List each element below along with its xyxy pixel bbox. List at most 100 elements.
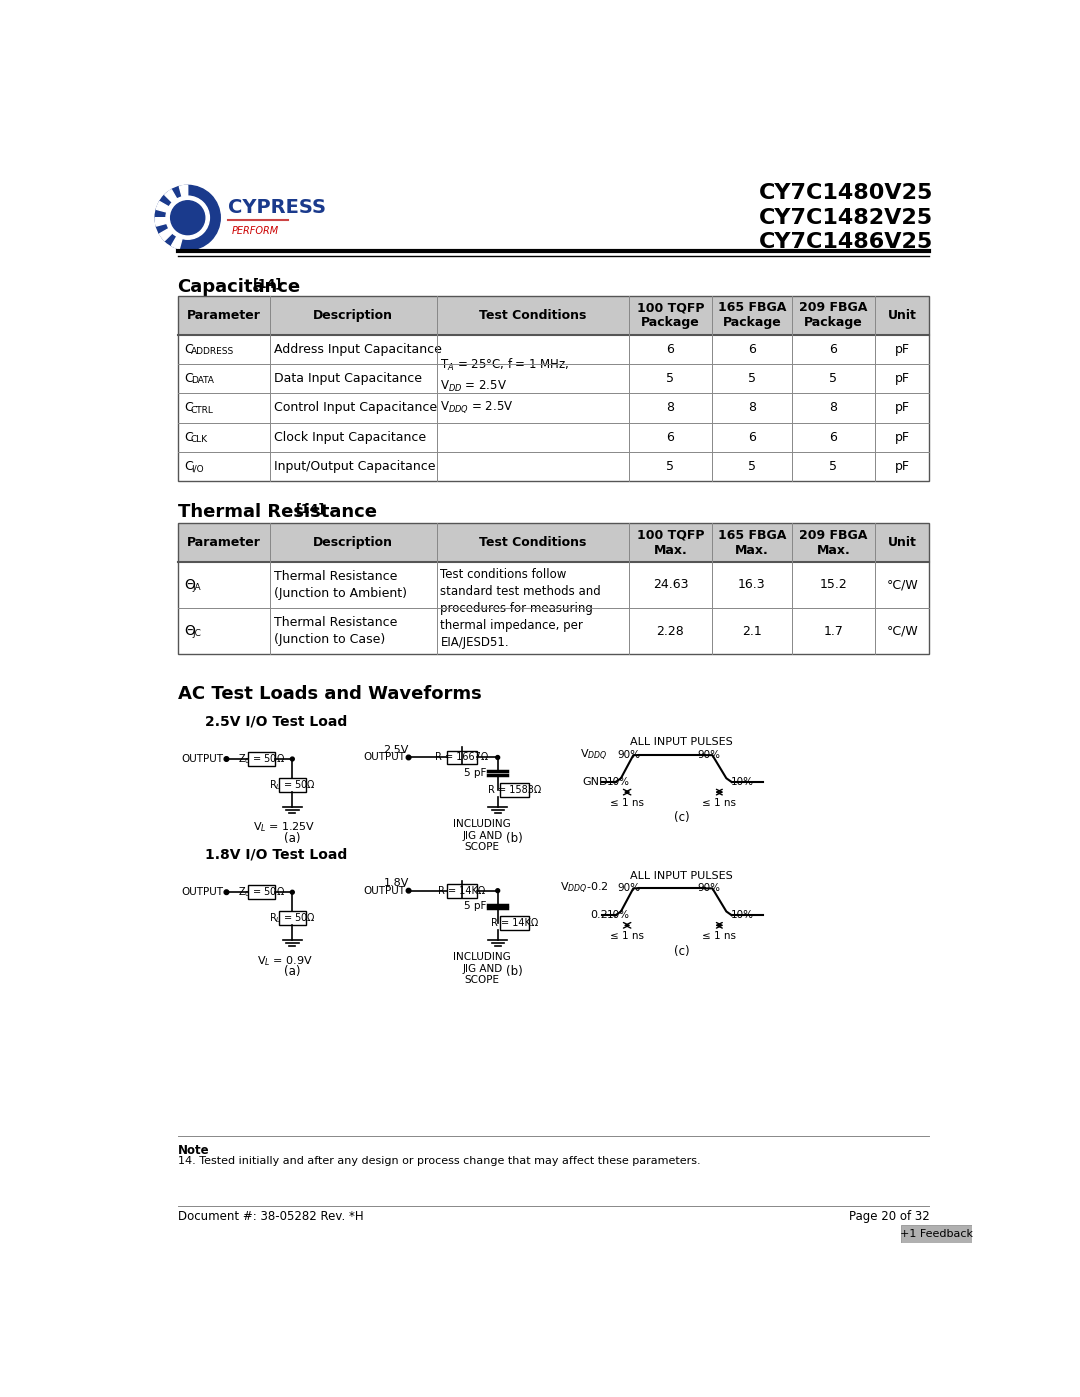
Text: OUTPUT: OUTPUT	[181, 754, 224, 764]
Text: Data Input Capacitance: Data Input Capacitance	[274, 372, 422, 386]
Text: 1.8V I/O Test Load: 1.8V I/O Test Load	[205, 848, 347, 862]
Text: Unit: Unit	[888, 309, 917, 321]
Bar	[279, 778, 306, 792]
Circle shape	[225, 890, 229, 894]
Text: R$_L$ = 50Ω: R$_L$ = 50Ω	[269, 911, 315, 925]
Text: (c): (c)	[674, 944, 689, 957]
Text: 5: 5	[747, 372, 756, 386]
Wedge shape	[156, 218, 188, 226]
Text: ADDRESS: ADDRESS	[191, 348, 234, 356]
Text: C: C	[184, 460, 192, 474]
Text: JA: JA	[192, 583, 201, 592]
Circle shape	[291, 757, 294, 761]
Text: INCLUDING
JIG AND
SCOPE: INCLUDING JIG AND SCOPE	[454, 819, 511, 852]
Text: GND: GND	[582, 777, 608, 787]
Text: 15.2: 15.2	[820, 578, 847, 591]
Text: JC: JC	[192, 629, 201, 638]
Text: R = 1667Ω: R = 1667Ω	[435, 753, 488, 763]
Bar	[177, 524, 930, 654]
Text: R$_L$ = 50Ω: R$_L$ = 50Ω	[269, 778, 315, 792]
Text: C: C	[184, 430, 192, 444]
Text: 14. Tested initially and after any design or process change that may affect thes: 14. Tested initially and after any desig…	[177, 1155, 700, 1165]
Text: ≤ 1 ns: ≤ 1 ns	[610, 930, 644, 940]
Circle shape	[406, 888, 410, 893]
Text: pF: pF	[894, 430, 909, 444]
Text: OUTPUT: OUTPUT	[181, 887, 224, 897]
Text: 16.3: 16.3	[738, 578, 766, 591]
Text: 0.2: 0.2	[590, 911, 608, 921]
Bar	[177, 393, 930, 422]
Text: Test Conditions: Test Conditions	[478, 309, 586, 321]
Text: 5: 5	[829, 460, 837, 474]
Text: Thermal Resistance
(Junction to Case): Thermal Resistance (Junction to Case)	[274, 616, 397, 647]
Text: 1.8V: 1.8V	[383, 879, 409, 888]
Text: pF: pF	[894, 460, 909, 474]
Text: Θ: Θ	[184, 578, 194, 592]
Text: (c): (c)	[674, 812, 689, 824]
Text: 90%: 90%	[617, 750, 640, 760]
Text: DATA: DATA	[191, 376, 214, 386]
Text: V$_L$ = 0.9V: V$_L$ = 0.9V	[257, 954, 312, 968]
Text: 2.1: 2.1	[742, 624, 761, 637]
Text: 10%: 10%	[606, 777, 630, 787]
Text: [14]: [14]	[253, 278, 282, 291]
Circle shape	[156, 186, 220, 250]
Bar	[500, 782, 529, 796]
Text: (b): (b)	[507, 833, 523, 845]
Text: Page 20 of 32: Page 20 of 32	[849, 1210, 930, 1222]
Text: V$_{DDQ}$-0.2: V$_{DDQ}$-0.2	[559, 882, 608, 895]
Text: AC Test Loads and Waveforms: AC Test Loads and Waveforms	[177, 685, 482, 703]
Circle shape	[225, 757, 229, 761]
Text: 6: 6	[666, 430, 674, 444]
Text: R = 1583Ω: R = 1583Ω	[488, 785, 541, 795]
Text: 8: 8	[829, 401, 837, 415]
Text: Thermal Resistance
(Junction to Ambient): Thermal Resistance (Junction to Ambient)	[274, 570, 407, 599]
Wedge shape	[172, 218, 188, 249]
Text: 10%: 10%	[606, 909, 630, 919]
Text: Address Input Capacitance: Address Input Capacitance	[274, 342, 442, 356]
Text: 6: 6	[829, 430, 837, 444]
Text: OUTPUT: OUTPUT	[364, 886, 406, 895]
Text: 90%: 90%	[697, 750, 720, 760]
Circle shape	[291, 890, 294, 894]
Text: R = 14KΩ: R = 14KΩ	[491, 918, 538, 928]
Text: 5 pF: 5 pF	[463, 768, 486, 778]
Bar	[447, 750, 476, 764]
Text: INCLUDING
JIG AND
SCOPE: INCLUDING JIG AND SCOPE	[454, 953, 511, 985]
Wedge shape	[160, 218, 188, 240]
Text: 165 FBGA
Max.: 165 FBGA Max.	[718, 528, 786, 556]
Bar	[177, 562, 930, 608]
Text: +1 Feedback: +1 Feedback	[900, 1229, 973, 1239]
Text: 2.28: 2.28	[657, 624, 685, 637]
Text: Parameter: Parameter	[187, 309, 260, 321]
Text: Clock Input Capacitance: Clock Input Capacitance	[274, 430, 427, 444]
Text: 8: 8	[747, 401, 756, 415]
Text: Control Input Capacitance: Control Input Capacitance	[274, 401, 437, 415]
Bar	[177, 608, 930, 654]
Text: pF: pF	[894, 401, 909, 415]
Text: Description: Description	[313, 309, 393, 321]
Text: [14]: [14]	[296, 503, 325, 515]
Text: 6: 6	[748, 430, 756, 444]
Bar	[279, 911, 306, 925]
Text: 5 pF: 5 pF	[463, 901, 486, 911]
Wedge shape	[164, 190, 188, 218]
Circle shape	[496, 888, 500, 893]
Text: 90%: 90%	[617, 883, 640, 893]
Circle shape	[166, 196, 210, 239]
Text: CYPRESS: CYPRESS	[228, 198, 326, 217]
Bar	[177, 335, 930, 365]
Text: Document #: 38-05282 Rev. *H: Document #: 38-05282 Rev. *H	[177, 1210, 363, 1222]
Text: Test conditions follow
standard test methods and
procedures for measuring
therma: Test conditions follow standard test met…	[441, 567, 602, 648]
Text: OUTPUT: OUTPUT	[364, 753, 406, 763]
Text: Thermal Resistance: Thermal Resistance	[177, 503, 377, 521]
Text: Parameter: Parameter	[187, 536, 260, 549]
Text: Capacitance: Capacitance	[177, 278, 300, 296]
Text: ALL INPUT PULSES: ALL INPUT PULSES	[630, 738, 732, 747]
Text: 209 FBGA
Max.: 209 FBGA Max.	[799, 528, 867, 556]
Text: T$_A$ = 25°C, f = 1 MHz,
V$_{DD}$ = 2.5V
V$_{DDQ}$ = 2.5V: T$_A$ = 25°C, f = 1 MHz, V$_{DD}$ = 2.5V…	[441, 358, 570, 415]
Text: Z$_0$ = 50Ω: Z$_0$ = 50Ω	[238, 886, 285, 900]
Text: C: C	[184, 342, 192, 356]
Wedge shape	[179, 186, 188, 218]
Text: 10%: 10%	[730, 909, 754, 919]
